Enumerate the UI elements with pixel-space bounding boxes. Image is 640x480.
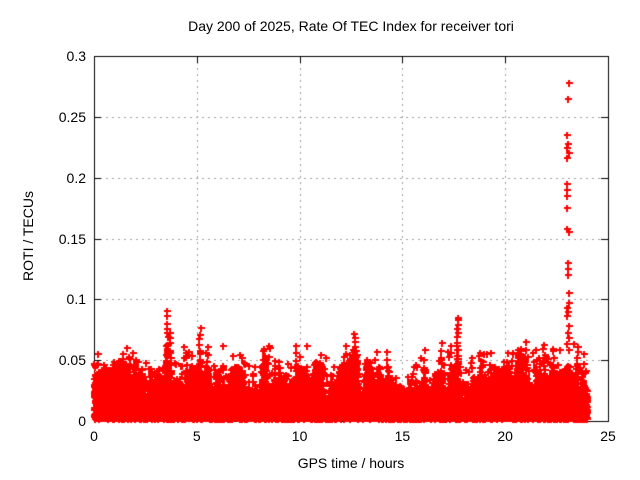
y-tick-label: 0.25 bbox=[58, 108, 86, 125]
y-tick-label: 0.15 bbox=[58, 230, 86, 247]
x-tick-label: 10 bbox=[291, 428, 308, 444]
y-tick-label: 0 bbox=[78, 413, 86, 429]
y-tick-label: 0.2 bbox=[66, 169, 86, 186]
x-tick-label: 25 bbox=[600, 428, 616, 444]
y-tick-label: 0.1 bbox=[66, 291, 86, 308]
x-axis-label: GPS time / hours bbox=[297, 455, 405, 471]
y-tick-label: 0.3 bbox=[66, 48, 86, 64]
x-tick-label: 5 bbox=[192, 428, 201, 444]
chart-title: Day 200 of 2025, Rate Of TEC Index for r… bbox=[188, 18, 514, 34]
x-tick-label: 20 bbox=[497, 428, 513, 444]
x-tick-label: 0 bbox=[90, 428, 98, 444]
x-tick-label: 15 bbox=[394, 428, 411, 444]
y-tick-label: 0.05 bbox=[58, 352, 86, 369]
